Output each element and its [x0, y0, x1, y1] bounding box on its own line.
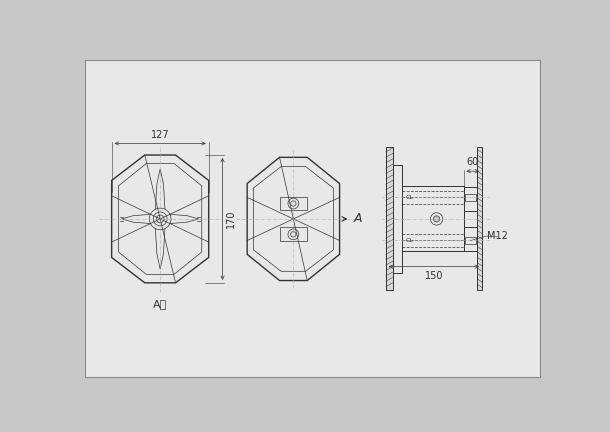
Circle shape	[149, 208, 171, 230]
Bar	[464, 227, 478, 251]
Polygon shape	[121, 213, 160, 224]
Circle shape	[291, 201, 296, 206]
Bar	[478, 147, 482, 290]
Bar	[386, 147, 393, 290]
Text: 127: 127	[151, 130, 170, 140]
Circle shape	[153, 212, 167, 226]
Bar	[465, 237, 476, 245]
Bar	[465, 194, 476, 201]
Bar	[393, 165, 402, 273]
Polygon shape	[155, 169, 165, 219]
Circle shape	[434, 216, 440, 222]
Circle shape	[156, 215, 164, 223]
Circle shape	[291, 232, 296, 237]
Bar	[402, 186, 464, 251]
Text: A向: A向	[153, 299, 167, 309]
Text: 150: 150	[425, 270, 443, 280]
Polygon shape	[160, 213, 199, 224]
Bar	[464, 187, 478, 211]
Circle shape	[288, 229, 299, 240]
Polygon shape	[118, 163, 202, 274]
Polygon shape	[253, 167, 334, 271]
Text: A: A	[353, 213, 362, 226]
Bar	[279, 197, 307, 210]
Polygon shape	[112, 155, 209, 283]
Bar	[279, 227, 307, 241]
Polygon shape	[247, 157, 340, 280]
Circle shape	[431, 213, 443, 225]
Text: CL: CL	[406, 238, 414, 243]
Circle shape	[288, 198, 299, 209]
Text: M12: M12	[487, 231, 508, 241]
Text: 170: 170	[226, 210, 235, 228]
Polygon shape	[155, 219, 165, 269]
Text: CL: CL	[406, 195, 414, 200]
Text: 60: 60	[467, 157, 479, 167]
